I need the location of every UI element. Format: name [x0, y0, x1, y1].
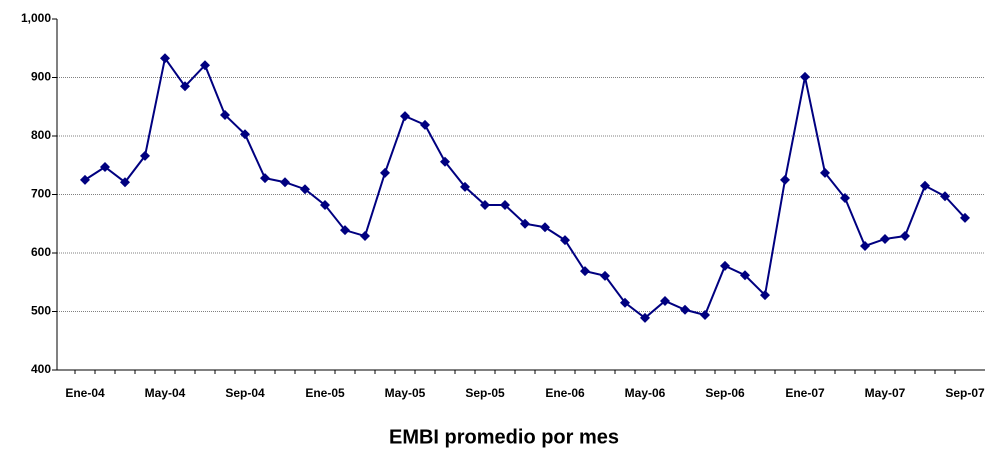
y-tick-label: 800	[31, 128, 51, 142]
x-tick-label: Ene-04	[65, 386, 105, 400]
data-point	[620, 297, 630, 308]
data-point	[540, 222, 550, 233]
data-point	[500, 200, 510, 211]
data-point	[140, 150, 150, 161]
data-point	[200, 60, 210, 71]
data-point	[660, 295, 670, 306]
data-point	[860, 240, 870, 251]
data-point	[740, 270, 750, 281]
data-point	[800, 71, 810, 82]
data-point	[220, 109, 230, 120]
x-tick-label: Sep-05	[465, 386, 505, 400]
x-tick-label: Ene-06	[545, 386, 585, 400]
data-point	[520, 218, 530, 229]
y-tick-label: 900	[31, 70, 51, 84]
data-point	[160, 53, 170, 64]
x-tick-label: Sep-07	[945, 386, 985, 400]
data-point	[360, 231, 370, 242]
chart-title: EMBI promedio por mes	[389, 426, 619, 448]
y-tick-label: 1,000	[21, 11, 51, 25]
data-point	[420, 119, 430, 130]
data-point	[460, 181, 470, 192]
x-tick-label: Ene-05	[305, 386, 345, 400]
data-point	[480, 200, 490, 211]
data-point	[120, 177, 130, 188]
data-point	[840, 193, 850, 204]
data-point	[80, 174, 90, 185]
data-point	[580, 266, 590, 277]
data-point	[440, 156, 450, 167]
data-point	[300, 184, 310, 195]
data-point	[600, 270, 610, 281]
data-point	[900, 231, 910, 242]
x-tick-label: Sep-06	[705, 386, 745, 400]
data-point	[340, 225, 350, 236]
data-point	[380, 167, 390, 178]
data-point	[280, 177, 290, 188]
data-point	[760, 290, 770, 301]
data-line	[84, 55, 966, 320]
y-tick-label: 500	[31, 304, 51, 318]
data-point	[320, 200, 330, 211]
data-point	[960, 212, 970, 223]
y-tick-label: 400	[31, 362, 51, 376]
data-point	[680, 304, 690, 315]
x-tick-label: May-06	[625, 386, 666, 400]
x-tick-label: May-04	[145, 386, 186, 400]
x-tick-label: Sep-04	[225, 386, 265, 400]
data-point	[180, 81, 190, 92]
data-point	[920, 180, 930, 191]
data-point	[400, 111, 410, 122]
data-point	[640, 312, 650, 323]
data-point	[260, 173, 270, 184]
x-tick-label: May-05	[385, 386, 426, 400]
data-point	[560, 235, 570, 246]
data-point	[100, 162, 110, 173]
data-point	[720, 260, 730, 271]
data-point	[940, 191, 950, 202]
data-point	[880, 233, 890, 244]
y-tick-label: 600	[31, 245, 51, 259]
data-point	[820, 167, 830, 178]
data-point	[780, 174, 790, 185]
y-tick-label: 700	[31, 187, 51, 201]
x-tick-label: Ene-07	[785, 386, 825, 400]
data-point	[240, 129, 250, 140]
x-tick-label: May-07	[865, 386, 906, 400]
data-point	[700, 310, 710, 321]
